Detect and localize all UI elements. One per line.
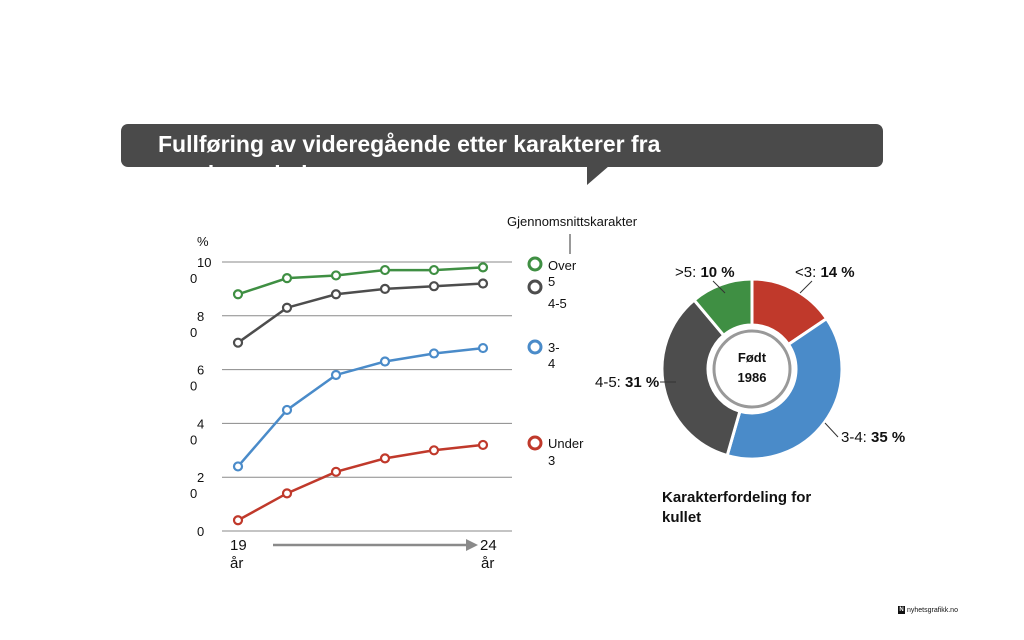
brand-mark-icon: N	[898, 606, 905, 614]
data-point	[281, 273, 293, 284]
data-point	[379, 453, 391, 464]
data-point	[428, 264, 440, 276]
leader-line	[712, 280, 726, 294]
data-point	[379, 264, 391, 276]
y-tick-label: 0	[190, 379, 197, 394]
brand-text: nyhetsgrafikk.no	[907, 606, 958, 614]
data-point	[330, 289, 342, 300]
legend-marker-over5	[527, 256, 543, 272]
pie-slice-g45	[660, 297, 742, 458]
y-tick-label: 2	[197, 470, 204, 485]
data-point	[477, 342, 489, 354]
data-point	[232, 461, 244, 472]
pie-caption: Karakterfordeling for	[662, 489, 811, 506]
x-end-label-unit: år	[481, 555, 494, 572]
title-banner: Fullføring av videregående etter karakte…	[121, 124, 883, 167]
data-point	[232, 337, 244, 348]
data-point	[330, 466, 342, 477]
y-tick-label: 0	[190, 271, 197, 286]
legend-label-g34: 3-	[548, 340, 560, 355]
legend-label-g34: 4	[548, 356, 555, 371]
brand-logo: N nyhetsgrafikk.no	[898, 604, 958, 616]
pie-center-label: 1986	[738, 370, 767, 385]
legend-marker-g45	[527, 279, 543, 295]
pie-slice-value: 14 %	[820, 264, 854, 281]
arrow-right-icon	[466, 539, 478, 551]
y-tick-label: 6	[197, 363, 204, 378]
data-point	[477, 278, 489, 289]
legend-label-under3: Under	[548, 436, 584, 451]
banner-pointer	[587, 166, 609, 185]
y-tick-label: 0	[190, 432, 197, 447]
data-point	[281, 302, 293, 313]
pie-caption: kullet	[662, 509, 701, 526]
pie-slice-value: 31 %	[625, 374, 659, 391]
pie-slice-value: 10 %	[700, 264, 734, 281]
data-point	[477, 262, 489, 273]
pie-center-ring	[712, 329, 792, 409]
data-point	[330, 270, 342, 281]
pie-slice-label-g34: 3-4: 35 %	[841, 429, 905, 446]
y-tick-label: 10	[197, 255, 211, 270]
x-start-label-unit: år	[230, 555, 243, 572]
legend-label-over5: 5	[548, 274, 555, 289]
pie-slice-over5	[692, 277, 754, 338]
x-end-label: 24	[480, 537, 497, 554]
pie-slice-label-under3: <3: 14 %	[795, 264, 855, 281]
legend-label-under3: 3	[548, 453, 555, 468]
data-point	[428, 445, 440, 456]
data-point	[477, 439, 489, 451]
series-line-under3	[237, 443, 484, 522]
y-tick-label: 4	[197, 416, 204, 431]
y-tick-label: 0	[190, 486, 197, 501]
data-point	[281, 488, 293, 499]
pie-center-label: Født	[738, 350, 767, 365]
data-point	[232, 515, 244, 526]
data-point	[428, 348, 440, 359]
leader-line	[824, 422, 839, 438]
pie-slice-category: 3-4:	[841, 429, 871, 446]
y-tick-label: 0	[197, 524, 204, 539]
legend-marker-g34	[527, 339, 543, 355]
legend-label-g45: 4-5	[548, 296, 567, 311]
y-axis-label: %	[197, 234, 209, 249]
legend-marker-under3	[527, 435, 543, 451]
x-start-label: 19	[230, 537, 247, 554]
leader-line	[799, 280, 813, 294]
legend-title: Gjennomsnittskarakter	[507, 214, 638, 229]
data-point	[232, 289, 244, 300]
data-point	[379, 283, 391, 294]
y-tick-label: 8	[197, 309, 204, 324]
pie-slice-value: 35 %	[871, 429, 905, 446]
pie-slice-category: >5:	[675, 264, 700, 281]
series-line-over5	[237, 266, 484, 296]
data-point	[330, 369, 342, 381]
pie-slice-g34	[725, 316, 844, 461]
data-point	[281, 404, 293, 416]
data-point	[379, 356, 391, 367]
pie-slice-label-g45: 4-5: 31 %	[595, 374, 659, 391]
pie-slice-category: <3:	[795, 264, 820, 281]
series-line-g34	[237, 346, 484, 468]
legend-label-over5: Over	[548, 258, 577, 273]
data-point	[428, 281, 440, 292]
pie-slice-label-over5: >5: 10 %	[675, 264, 735, 281]
pie-slice-category: 4-5:	[595, 374, 625, 391]
page-title: Fullføring av videregående etter karakte…	[158, 131, 661, 167]
y-tick-label: 0	[190, 325, 197, 340]
series-line-g45	[237, 282, 484, 344]
